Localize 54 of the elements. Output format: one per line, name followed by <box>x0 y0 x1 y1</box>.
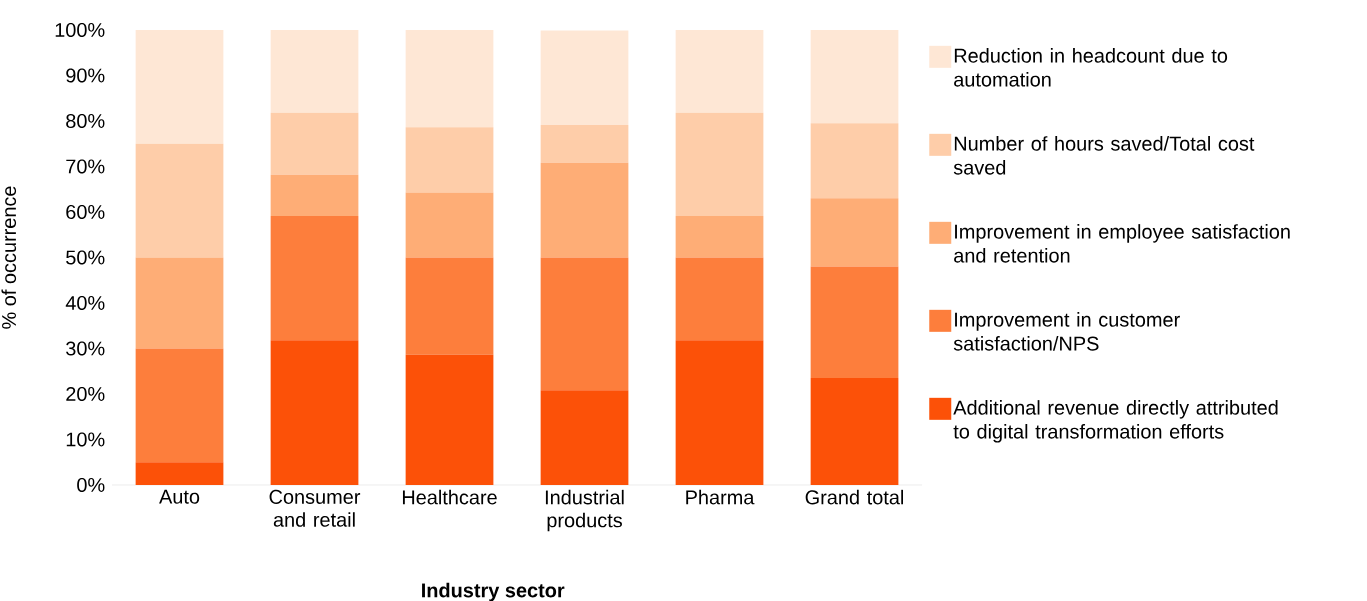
y-tick-label: 20% <box>66 386 105 402</box>
bar <box>135 29 224 144</box>
legend-label: Improvement in customer satisfaction/NPS <box>953 312 1180 351</box>
bar <box>810 123 899 199</box>
bar <box>405 29 494 128</box>
bar <box>405 354 494 485</box>
x-tick-label: Consumer and retail <box>269 489 361 527</box>
bar <box>810 266 899 379</box>
legend-label: Number of hours saved/Total cost saved <box>953 136 1255 175</box>
bar <box>540 257 629 391</box>
bar <box>675 216 764 258</box>
bar <box>135 143 224 258</box>
x-axis-title: Industry sector <box>422 582 565 601</box>
bar <box>675 112 764 217</box>
bar <box>270 112 359 175</box>
y-tick-label: 10% <box>66 432 105 447</box>
y-tick-label: 0% <box>77 477 105 493</box>
bar <box>135 348 224 463</box>
bar <box>135 257 224 349</box>
y-tick-label: 90% <box>66 68 105 83</box>
bar <box>540 30 629 126</box>
y-tick-label: 80% <box>66 113 105 129</box>
y-tick-label: 60% <box>66 204 105 220</box>
y-tick-label: 30% <box>66 341 105 356</box>
x-tick-label: Healthcare <box>402 489 497 505</box>
bar <box>540 162 629 258</box>
legend-label: Additional revenue directly attributed to digital transformation efforts <box>953 400 1278 443</box>
y-tick-label: 70% <box>66 159 105 174</box>
x-tick-label: Grand total <box>805 489 904 505</box>
y-axis-title: % of occurrence <box>1 186 17 329</box>
bar <box>810 198 899 267</box>
bar <box>270 174 359 217</box>
bar <box>135 462 224 485</box>
x-tick-label: Pharma <box>686 489 755 505</box>
bar <box>810 378 899 485</box>
bar <box>540 390 629 485</box>
bar <box>675 257 764 341</box>
x-tick-label: Industrial products <box>545 489 624 532</box>
bar <box>405 192 494 258</box>
y-tick-label: 50% <box>66 250 105 265</box>
legend-label: Reduction in headcount due to automation <box>954 48 1228 87</box>
bar <box>675 29 764 113</box>
bar <box>540 125 629 163</box>
bar <box>810 29 899 124</box>
bar <box>270 216 359 341</box>
bar <box>405 127 494 193</box>
bar <box>270 340 359 485</box>
y-tick-label: 100% <box>55 22 105 38</box>
bar <box>270 29 359 113</box>
x-tick-label: Auto <box>159 489 200 504</box>
y-tick-label: 40% <box>65 295 105 311</box>
bar <box>675 340 764 485</box>
bar <box>405 257 494 355</box>
legend-label: Improvement in employee satisfaction and retention <box>954 224 1290 263</box>
